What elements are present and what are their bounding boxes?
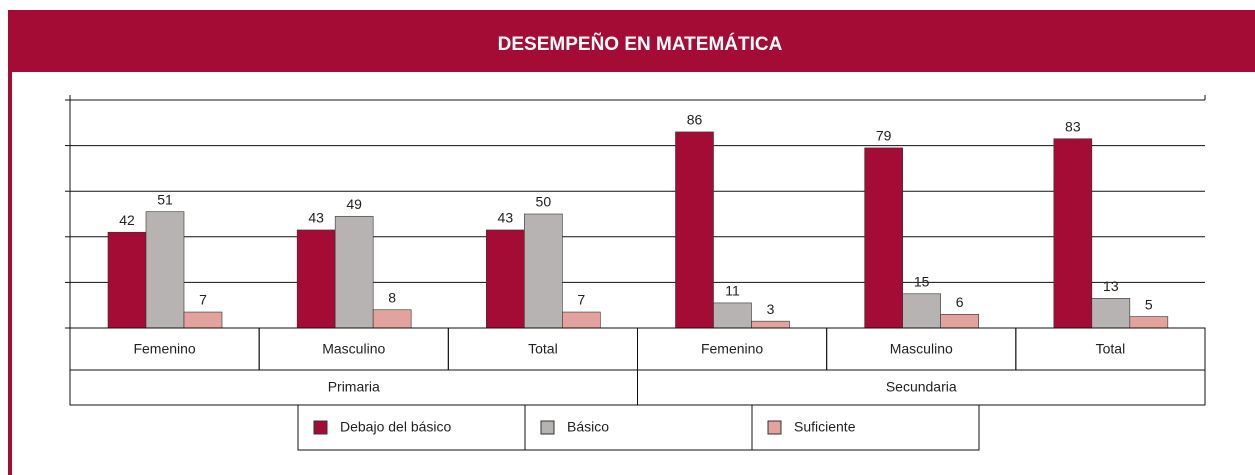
value-label: 7 (577, 292, 585, 308)
legend-swatch (540, 420, 555, 435)
value-label: 86 (687, 112, 703, 128)
chart-title: DESEMPEÑO EN MATEMÁTICA (498, 33, 783, 55)
bar (713, 302, 752, 329)
value-label: 3 (767, 301, 775, 317)
bar (675, 131, 714, 329)
value-label: 11 (725, 283, 740, 299)
left-border (8, 72, 12, 475)
x-tick-label: Femenino (701, 341, 763, 357)
value-label: 49 (346, 196, 362, 212)
x-tick-label: Total (528, 341, 558, 357)
value-label: 50 (536, 194, 552, 210)
value-label: 79 (876, 128, 892, 144)
bar (372, 309, 412, 329)
bar (751, 320, 790, 329)
group-label: Secundaria (886, 379, 957, 395)
x-tick-label: Total (1096, 341, 1126, 357)
bar (183, 311, 223, 329)
bar (1053, 138, 1093, 329)
legend-swatch (313, 420, 328, 435)
bar (902, 293, 941, 329)
legend-label: Básico (567, 419, 609, 435)
legend-label: Suficiente (794, 419, 856, 435)
bar (1091, 298, 1131, 329)
legend-cell (751, 404, 980, 451)
value-label: 42 (119, 212, 135, 228)
legend-cell (524, 404, 753, 451)
legend-swatch (767, 420, 782, 435)
bar (334, 215, 374, 329)
bar (145, 211, 185, 329)
value-label: 51 (157, 191, 173, 207)
value-label: 13 (1103, 278, 1119, 294)
bar (524, 213, 563, 329)
bar (864, 147, 903, 329)
title-banner (8, 10, 1255, 72)
x-tick-label: Masculino (890, 341, 953, 357)
bar (940, 314, 979, 329)
x-tick-label: Femenino (133, 341, 195, 357)
bar (1129, 316, 1169, 329)
bar (296, 229, 336, 329)
value-label: 5 (1145, 296, 1153, 312)
value-label: 43 (498, 210, 514, 226)
group-label: Primaria (328, 379, 380, 395)
value-label: 83 (1065, 118, 1081, 134)
bar (562, 311, 601, 329)
value-label: 15 (914, 274, 930, 290)
value-label: 7 (199, 292, 207, 308)
x-tick-label: Masculino (322, 341, 385, 357)
bar (486, 229, 525, 329)
value-label: 6 (956, 294, 964, 310)
value-label: 43 (308, 210, 324, 226)
legend-label: Debajo del básico (340, 419, 452, 435)
value-label: 8 (388, 289, 396, 305)
bar (107, 231, 147, 329)
